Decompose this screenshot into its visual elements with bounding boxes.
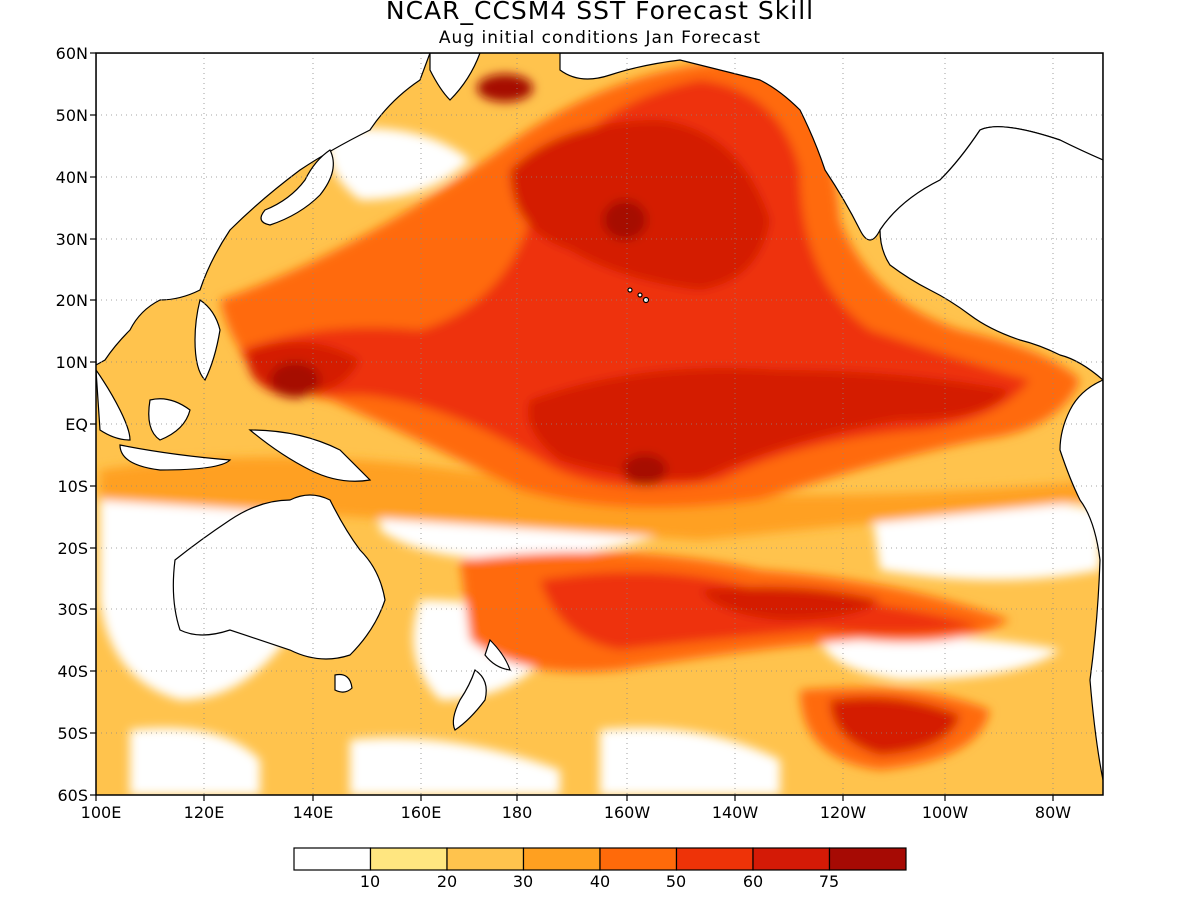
lat-label: 40S	[57, 662, 88, 681]
lon-label: 160E	[400, 803, 442, 822]
lat-label: 40N	[55, 168, 88, 187]
colorbar-swatch	[675, 847, 754, 871]
lon-label: 100E	[80, 803, 122, 822]
lon-label: 140W	[711, 803, 759, 822]
skill-field	[96, 53, 1103, 795]
colorbar-swatch	[522, 847, 601, 871]
lon-label: 160W	[603, 803, 651, 822]
colorbar-label: 60	[742, 872, 764, 891]
lat-label: EQ	[65, 415, 88, 434]
colorbar-label: 50	[665, 872, 687, 891]
colorbar-swatch	[599, 847, 678, 871]
colorbar-swatch	[369, 847, 448, 871]
lon-label: 180	[501, 803, 533, 822]
colorbar-swatch	[293, 847, 372, 871]
colorbar-swatch	[752, 847, 831, 871]
lat-label: 10S	[57, 477, 88, 496]
lon-label: 140E	[292, 803, 334, 822]
colorbar-swatch	[446, 847, 525, 871]
colorbar-label: 10	[359, 872, 381, 891]
lon-label: 100W	[921, 803, 969, 822]
lat-label: 60N	[55, 44, 88, 63]
lon-label: 120W	[819, 803, 867, 822]
colorbar-label: 75	[818, 872, 840, 891]
lat-label: 30S	[57, 600, 88, 619]
lat-label: 30N	[55, 230, 88, 249]
colorbar-label: 30	[512, 872, 534, 891]
lon-label: 80W	[1034, 803, 1072, 822]
map-subtitle: Aug initial conditions Jan Forecast	[438, 28, 762, 48]
colorbar-swatch	[828, 847, 907, 871]
lon-label: 120E	[183, 803, 225, 822]
lat-label: 20N	[55, 291, 88, 310]
colorbar-label: 20	[436, 872, 458, 891]
map-title: NCAR_CCSM4 SST Forecast Skill	[385, 0, 815, 25]
lat-label: 50N	[55, 106, 88, 125]
map-gridlines	[96, 53, 1103, 795]
land-masses	[96, 53, 1103, 781]
axis-ticks	[90, 52, 1054, 801]
lat-label: 50S	[57, 724, 88, 743]
colorbar-label: 40	[589, 872, 611, 891]
lat-label: 60S	[57, 786, 88, 805]
colorbar	[293, 847, 907, 871]
lat-label: 10N	[55, 353, 88, 372]
lat-label: 20S	[57, 539, 88, 558]
